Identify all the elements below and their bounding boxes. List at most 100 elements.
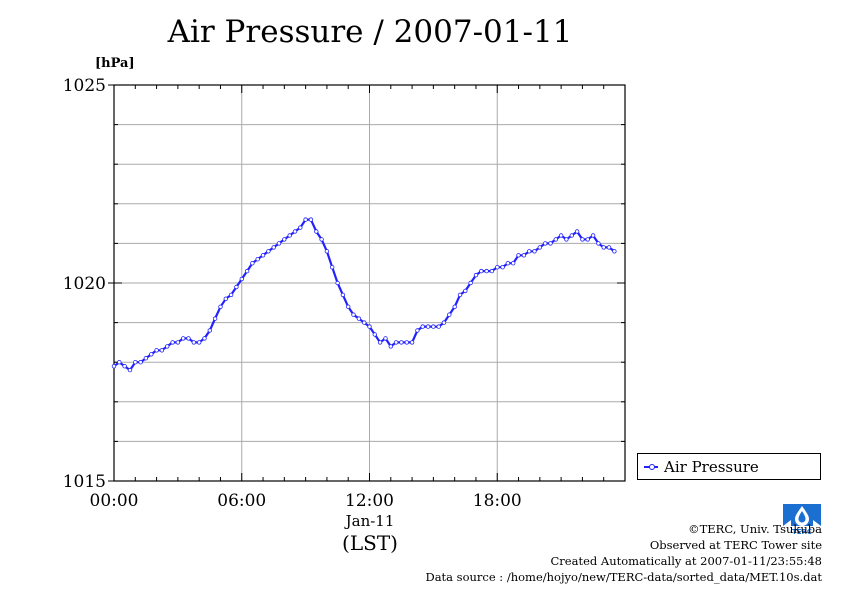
- data-point: [276, 241, 282, 246]
- data-point: [564, 237, 569, 242]
- data-point: [143, 356, 149, 361]
- legend-label-air-pressure: Air Pressure: [664, 457, 759, 476]
- data-point: [149, 352, 154, 357]
- data-point: [580, 237, 585, 242]
- data-point: [537, 245, 542, 250]
- data-point: [590, 233, 596, 238]
- axis-ticks: 1015 1020 1025 00:00 06:00 12:00 18:00: [63, 76, 626, 511]
- data-point: [196, 340, 202, 345]
- data-point: [532, 249, 537, 254]
- data-point: [117, 360, 122, 365]
- data-point: [191, 340, 196, 345]
- data-point: [399, 340, 404, 345]
- data-point: [138, 360, 143, 365]
- data-point: [266, 249, 271, 254]
- data-point: [292, 229, 298, 234]
- data-point: [180, 336, 186, 341]
- data-point: [202, 336, 207, 341]
- data-point: [388, 344, 393, 349]
- data-point: [239, 276, 244, 282]
- x-tick-label: 12:00: [345, 491, 394, 511]
- data-point: [234, 284, 239, 290]
- x-axis-label: (LST): [342, 531, 398, 555]
- data-point: [569, 233, 574, 238]
- credit-observation-site: Observed at TERC Tower site: [649, 538, 822, 552]
- data-point: [383, 336, 388, 341]
- data-point: [356, 316, 362, 321]
- y-axis-unit-label: [hPa]: [95, 56, 135, 71]
- data-point: [362, 320, 367, 325]
- data-point: [154, 348, 159, 353]
- data-point: [340, 292, 346, 298]
- data-point: [431, 324, 436, 329]
- data-point: [271, 245, 276, 250]
- y-tick-label: 1015: [63, 472, 106, 492]
- data-point: [479, 268, 484, 274]
- credit-data-source: Data source : /home/hojyo/new/TERC-data/…: [425, 570, 822, 584]
- data-point: [521, 253, 527, 258]
- data-point: [425, 324, 431, 329]
- data-point: [409, 340, 415, 345]
- data-point: [287, 233, 292, 238]
- data-point: [484, 268, 489, 274]
- data-point: [585, 237, 590, 242]
- data-point: [489, 268, 495, 274]
- legend: Air Pressure: [637, 453, 821, 480]
- data-point: [574, 229, 580, 234]
- series-air-pressure: [111, 217, 617, 373]
- data-point: [404, 340, 409, 345]
- data-point: [324, 249, 330, 254]
- data-point: [447, 312, 452, 317]
- data-point: [505, 261, 511, 266]
- data-point: [244, 268, 250, 274]
- data-point: [282, 237, 287, 242]
- data-point: [468, 280, 473, 286]
- data-point: [415, 328, 420, 333]
- x-tick-label: 00:00: [90, 491, 139, 511]
- data-point: [511, 261, 516, 266]
- data-point: [223, 296, 228, 301]
- y-tick-label: 1020: [63, 274, 106, 294]
- data-point: [463, 288, 468, 294]
- x-axis-date-label: Jan-11: [345, 512, 395, 530]
- data-point: [260, 253, 266, 258]
- data-point: [250, 261, 255, 266]
- data-point: [319, 237, 324, 242]
- credits-block: ©TERC, Univ. Tsukuba Observed at TERC To…: [425, 521, 822, 585]
- data-point: [436, 324, 441, 329]
- data-point: [164, 344, 170, 349]
- data-point: [372, 332, 377, 337]
- data-point: [335, 280, 340, 286]
- data-point: [127, 367, 133, 373]
- data-point: [351, 312, 356, 317]
- data-point: [346, 304, 351, 309]
- data-point: [303, 217, 308, 222]
- data-point: [111, 364, 117, 369]
- data-point: [298, 225, 303, 230]
- data-point: [255, 257, 260, 262]
- data-point: [596, 241, 601, 246]
- data-point: [308, 217, 314, 222]
- x-tick-label: 06:00: [217, 491, 266, 511]
- data-point: [606, 245, 612, 250]
- credit-copyright: ©TERC, Univ. Tsukuba: [688, 522, 822, 536]
- data-point: [457, 292, 463, 298]
- data-point: [170, 340, 175, 345]
- logo-text: TERC: [792, 528, 812, 536]
- credit-created-time: Created Automatically at 2007-01-11/23:5…: [550, 554, 823, 568]
- data-point: [612, 249, 617, 254]
- data-point: [393, 340, 399, 345]
- data-point: [212, 316, 218, 321]
- data-point: [473, 272, 479, 278]
- data-point: [228, 292, 234, 298]
- data-point: [601, 245, 606, 250]
- data-point: [159, 348, 165, 353]
- data-point: [553, 237, 558, 242]
- data-point: [175, 340, 181, 345]
- data-point: [495, 265, 500, 270]
- data-point: [441, 320, 447, 325]
- data-point: [377, 340, 383, 345]
- data-point: [122, 364, 127, 369]
- data-point: [527, 249, 532, 254]
